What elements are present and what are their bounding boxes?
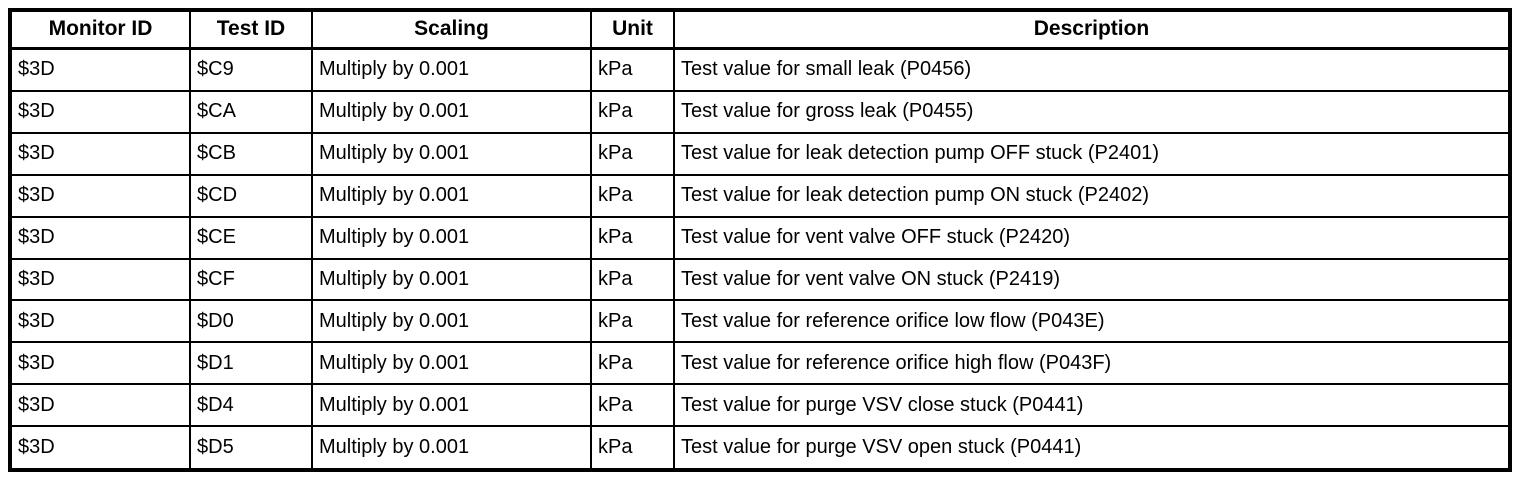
cell-unit: kPa [590,131,675,176]
cell-scaling: Multiply by 0.001 [311,425,592,471]
cell-test-id: $D4 [189,383,313,428]
cell-monitor-id: $3D [9,299,191,344]
cell-scaling: Multiply by 0.001 [311,173,592,218]
table-body: $3D $C9 Multiply by 0.001 kPa Test value for… [9,47,1511,471]
cell-test-id: $CA [189,89,313,134]
cell-test-id: $CF [189,257,313,302]
cell-unit: kPa [590,257,675,302]
cell-test-id: $C9 [189,47,313,92]
cell-unit: kPa [590,215,675,260]
cell-description: Test value for small leak (P0456) [673,47,1511,92]
cell-scaling: Multiply by 0.001 [311,341,592,386]
cell-unit: kPa [590,299,675,344]
cell-monitor-id: $3D [9,215,191,260]
cell-scaling: Multiply by 0.001 [311,47,592,92]
cell-test-id: $CE [189,215,313,260]
table-row: $3D $D4 Multiply by 0.001 kPa Test value for… [9,383,1511,428]
table-row: $3D $D1 Multiply by 0.001 kPa Test value for… [9,341,1511,386]
cell-scaling: Multiply by 0.001 [311,131,592,176]
cell-description: Test value for leak detection pump OFF s… [673,131,1511,176]
cell-monitor-id: $3D [9,89,191,134]
cell-unit: kPa [590,341,675,386]
column-header-test-id: Test ID [189,9,313,50]
column-header-scaling: Scaling [311,9,592,50]
table-row: $3D $CE Multiply by 0.001 kPa Test value for… [9,215,1511,260]
cell-description: Test value for reference orifice low flo… [673,299,1511,344]
cell-description: Test value for gross leak (P0455) [673,89,1511,134]
cell-monitor-id: $3D [9,173,191,218]
cell-monitor-id: $3D [9,131,191,176]
column-header-description: Description [673,9,1511,50]
cell-unit: kPa [590,89,675,134]
table-row: $3D $CA Multiply by 0.001 kPa Test value for… [9,89,1511,134]
cell-description: Test value for purge VSV close stuck (P0… [673,383,1511,428]
cell-description: Test value for vent valve ON stuck (P241… [673,257,1511,302]
cell-scaling: Multiply by 0.001 [311,299,592,344]
cell-monitor-id: $3D [9,425,191,471]
table-row: $3D $CF Multiply by 0.001 kPa Test value for… [9,257,1511,302]
cell-scaling: Multiply by 0.001 [311,257,592,302]
obd-test-id-table: Monitor ID Test ID Scaling Unit Descript… [8,8,1512,472]
table-row: $3D $C9 Multiply by 0.001 kPa Test value for… [9,47,1511,92]
cell-scaling: Multiply by 0.001 [311,383,592,428]
cell-unit: kPa [590,173,675,218]
cell-monitor-id: $3D [9,47,191,92]
column-header-monitor-id: Monitor ID [9,9,191,50]
cell-description: Test value for reference orifice high fl… [673,341,1511,386]
cell-monitor-id: $3D [9,257,191,302]
cell-description: Test value for leak detection pump ON st… [673,173,1511,218]
column-header-unit: Unit [590,9,675,50]
cell-unit: kPa [590,47,675,92]
cell-description: Test value for vent valve OFF stuck (P24… [673,215,1511,260]
cell-description: Test value for purge VSV open stuck (P04… [673,425,1511,471]
table-row: $3D $CB Multiply by 0.001 kPa Test value for… [9,131,1511,176]
cell-test-id: $CD [189,173,313,218]
header-row: Monitor ID Test ID Scaling Unit Descript… [9,9,1511,50]
cell-scaling: Multiply by 0.001 [311,215,592,260]
table-row: $3D $D5 Multiply by 0.001 kPa Test value for… [9,425,1511,471]
cell-monitor-id: $3D [9,383,191,428]
table-row: $3D $CD Multiply by 0.001 kPa Test value for… [9,173,1511,218]
cell-test-id: $D0 [189,299,313,344]
cell-unit: kPa [590,383,675,428]
cell-test-id: $CB [189,131,313,176]
cell-test-id: $D1 [189,341,313,386]
cell-monitor-id: $3D [9,341,191,386]
cell-scaling: Multiply by 0.001 [311,89,592,134]
cell-unit: kPa [590,425,675,471]
table-row: $3D $D0 Multiply by 0.001 kPa Test value for… [9,299,1511,344]
table-header: Monitor ID Test ID Scaling Unit Descript… [9,9,1511,50]
cell-test-id: $D5 [189,425,313,471]
